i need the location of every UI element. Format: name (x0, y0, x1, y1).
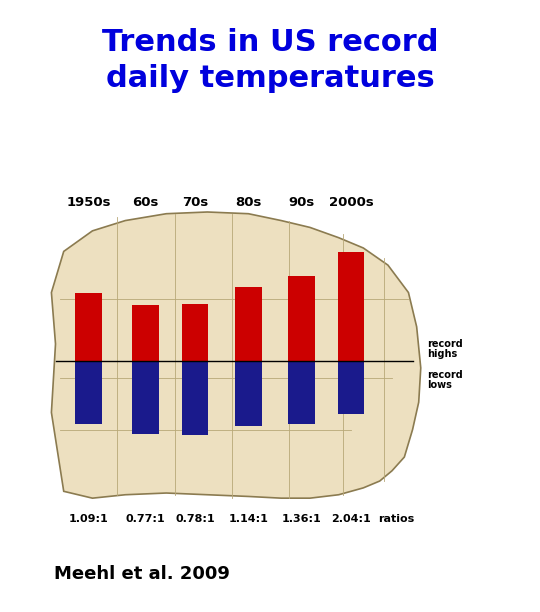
Bar (75, 293, 102, 361)
Text: record
lows: record lows (427, 370, 463, 390)
Polygon shape (51, 212, 421, 498)
Text: 2000s: 2000s (329, 196, 373, 209)
Bar (235, 361, 262, 426)
Text: 0.77:1: 0.77:1 (126, 513, 166, 524)
Bar (235, 287, 262, 361)
Text: 70s: 70s (182, 196, 208, 209)
Text: 80s: 80s (235, 196, 261, 209)
Text: 1.14:1: 1.14:1 (228, 513, 268, 524)
Text: ratios: ratios (377, 513, 414, 524)
Text: 1.36:1: 1.36:1 (282, 513, 322, 524)
Text: 0.78:1: 0.78:1 (176, 513, 215, 524)
Text: record
highs: record highs (427, 338, 463, 359)
Text: Meehl et al. 2009: Meehl et al. 2009 (54, 565, 230, 583)
Text: 60s: 60s (133, 196, 159, 209)
Bar (132, 305, 159, 361)
Text: 90s: 90s (288, 196, 315, 209)
Bar (181, 304, 208, 361)
Bar (288, 277, 315, 361)
Text: 1.09:1: 1.09:1 (69, 513, 108, 524)
Text: 2.04:1: 2.04:1 (331, 513, 371, 524)
Bar (132, 361, 159, 434)
Bar (288, 361, 315, 424)
Text: 1950s: 1950s (66, 196, 111, 209)
Text: daily temperatures: daily temperatures (106, 64, 434, 93)
Bar (338, 252, 364, 361)
Bar (181, 361, 208, 435)
Bar (75, 361, 102, 424)
Text: Trends in US record: Trends in US record (102, 28, 438, 56)
Bar (338, 361, 364, 414)
